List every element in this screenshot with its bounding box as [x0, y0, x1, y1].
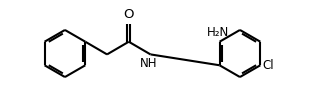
Text: NH: NH — [140, 57, 158, 70]
Text: O: O — [124, 8, 134, 21]
Text: H₂N: H₂N — [207, 26, 229, 39]
Text: Cl: Cl — [263, 59, 274, 72]
